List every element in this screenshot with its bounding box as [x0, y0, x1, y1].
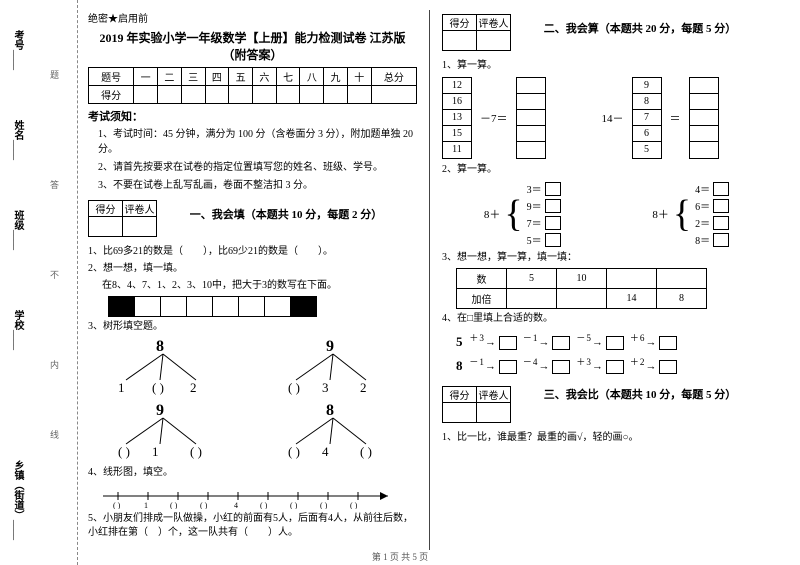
- answer-grid: [108, 296, 317, 317]
- op-c-post: ＝: [670, 110, 681, 126]
- s3-q1: 1、比一比，谁最重？最重的画√，轻的画○。: [442, 431, 771, 445]
- stack-c-ans: [689, 77, 719, 159]
- score-h4: 四: [205, 68, 229, 86]
- binding-label-4: 乡镇（街道）____: [10, 460, 25, 540]
- brace-left: 8＋ { 3＝ 9＝ 7＝ 5＝: [484, 181, 561, 247]
- page-footer: 第 1 页 共 5 页: [0, 550, 800, 563]
- score-h0: 题号: [89, 68, 134, 86]
- notice-2: 2、请首先按要求在试卷的指定位置填写您的姓名、班级、学号。: [98, 160, 417, 175]
- svg-text:( ): ( ): [200, 501, 208, 509]
- score-h8: 八: [300, 68, 324, 86]
- s1-q3: 3、树形填空题。: [88, 320, 417, 334]
- s1-q2b: 在8、4、7、1、2、3、10中，把大于3的数写在下面。: [102, 279, 417, 293]
- score-h5: 五: [229, 68, 253, 86]
- tree-2: 9 ( ) 3 2: [278, 338, 388, 398]
- score-table: 题号 一 二 三 四 五 六 七 八 九 十 总分 得分: [88, 67, 417, 104]
- s2-q4: 4、在□里填上合适的数。: [442, 312, 771, 326]
- score-h10: 十: [347, 68, 371, 86]
- svg-text:( ): ( ): [290, 501, 298, 509]
- exam-title: 2019 年实验小学一年级数学【上册】能力检测试卷 江苏版（附答案）: [88, 29, 417, 63]
- calc-row-2: 8＋ { 3＝ 9＝ 7＝ 5＝ 8＋ { 4＝ 6＝ 2＝ 8＝: [442, 181, 771, 247]
- svg-text:( ): ( ): [170, 501, 178, 509]
- score-h6: 六: [252, 68, 276, 86]
- stack-c: 98 76 5: [632, 77, 662, 159]
- fold-hint-2: 不: [48, 270, 61, 279]
- tree-4: 8 ( ) 4 ( ): [278, 402, 388, 462]
- svg-text:( ): ( ): [113, 501, 121, 509]
- notice-3: 3、不要在试卷上乱写乱画，卷面不整洁扣 3 分。: [98, 178, 417, 193]
- svg-text:( ): ( ): [320, 501, 328, 509]
- tree-row-2: 9 ( ) 1 ( ) 8 ( ) 4 ( ): [108, 402, 417, 462]
- brace-right: 8＋ { 4＝ 6＝ 2＝ 8＝: [652, 181, 729, 247]
- score-row-label: 得分: [89, 86, 134, 104]
- s2-q3: 3、想一想，算一算，填一填：: [442, 251, 771, 265]
- section-2-title: 二、我会算（本题共 20 分，每题 5 分）: [544, 20, 737, 36]
- tree-row-1: 8 1 ( ) 2 9 ( ) 3 2: [108, 338, 417, 398]
- svg-text:( ): ( ): [260, 501, 268, 509]
- page: 绝密★启用前 2019 年实验小学一年级数学【上册】能力检测试卷 江苏版（附答案…: [80, 10, 790, 550]
- chain-1: 5 ＋3→ －1→ －5→ ＋6→: [456, 330, 771, 350]
- chain-2: 8 －1→ －4→ ＋3→ ＋2→: [456, 354, 771, 374]
- s1-q1: 1、比69多21的数是（ ），比69少21的数是（ ）。: [88, 245, 417, 259]
- section-3-title: 三、我会比（本题共 10 分，每题 5 分）: [544, 386, 737, 402]
- svg-text:4: 4: [234, 501, 238, 509]
- column-separator: [429, 10, 430, 550]
- number-line: ( ) 1 ( ) ( ) 4 ( ) ( ) ( ) ( ): [98, 483, 417, 509]
- scorebox-1: 得分评卷人: [88, 200, 157, 237]
- binding-label-2: 班级____: [10, 210, 25, 250]
- score-h7: 七: [276, 68, 300, 86]
- s1-q2: 2、想一想，填一填。: [88, 262, 417, 276]
- left-column: 绝密★启用前 2019 年实验小学一年级数学【上册】能力检测试卷 江苏版（附答案…: [80, 10, 425, 550]
- score-h3: 三: [181, 68, 205, 86]
- s2-q2: 2、算一算。: [442, 163, 771, 177]
- score-h1: 一: [134, 68, 158, 86]
- fold-hint-3: 内: [48, 360, 61, 369]
- notice-title: 考试须知：: [88, 108, 417, 124]
- s1-q4: 4、线形图，填空。: [88, 466, 417, 480]
- right-column: 得分评卷人 二、我会算（本题共 20 分，每题 5 分） 1、算一算。 1216…: [434, 10, 779, 550]
- brace-icon: {: [504, 197, 522, 231]
- svg-text:( ): ( ): [350, 501, 358, 509]
- calc-row-1: 1216 1315 11 －7＝ 14－ 98 76 5 ＝: [442, 77, 771, 159]
- binding-label-0: 考号____: [10, 30, 25, 70]
- tree-1: 8 1 ( ) 2: [108, 338, 218, 398]
- binding-margin: 考号____ 姓名____ 班级____ 学校____ 乡镇（街道）____ 题…: [0, 0, 78, 565]
- binding-label-3: 学校____: [10, 310, 25, 350]
- op-a: －7＝: [480, 110, 508, 126]
- scorebox-2: 得分评卷人: [442, 14, 511, 51]
- fold-hint-4: 线: [48, 430, 61, 439]
- tree-3: 9 ( ) 1 ( ): [108, 402, 218, 462]
- notice-1: 1、考试时间：45 分钟，满分为 100 分（含卷面分 3 分），附加题单独 2…: [98, 127, 417, 157]
- scorebox-3: 得分评卷人: [442, 386, 511, 423]
- binding-label-1: 姓名____: [10, 120, 25, 160]
- op-c-pre: 14－: [602, 110, 624, 126]
- fold-hint-1: 答: [48, 180, 61, 189]
- stack-a: 1216 1315 11: [442, 77, 472, 159]
- brace-icon: {: [673, 197, 691, 231]
- svg-text:1: 1: [144, 501, 148, 509]
- double-table: 数5 10 加倍 148: [456, 268, 707, 309]
- stack-a-ans: [516, 77, 546, 159]
- score-h2: 二: [158, 68, 182, 86]
- secret-label: 绝密★启用前: [88, 10, 417, 25]
- fold-hint-0: 题: [48, 70, 61, 79]
- section-1-title: 一、我会填（本题共 10 分，每题 2 分）: [190, 206, 383, 222]
- s2-q1: 1、算一算。: [442, 59, 771, 73]
- score-h9: 九: [324, 68, 348, 86]
- s1-q5: 5、小朋友们排成一队做操，小红的前面有5人，后面有4人，从前往后数，小红排在第（…: [88, 512, 417, 540]
- score-h11: 总分: [371, 68, 416, 86]
